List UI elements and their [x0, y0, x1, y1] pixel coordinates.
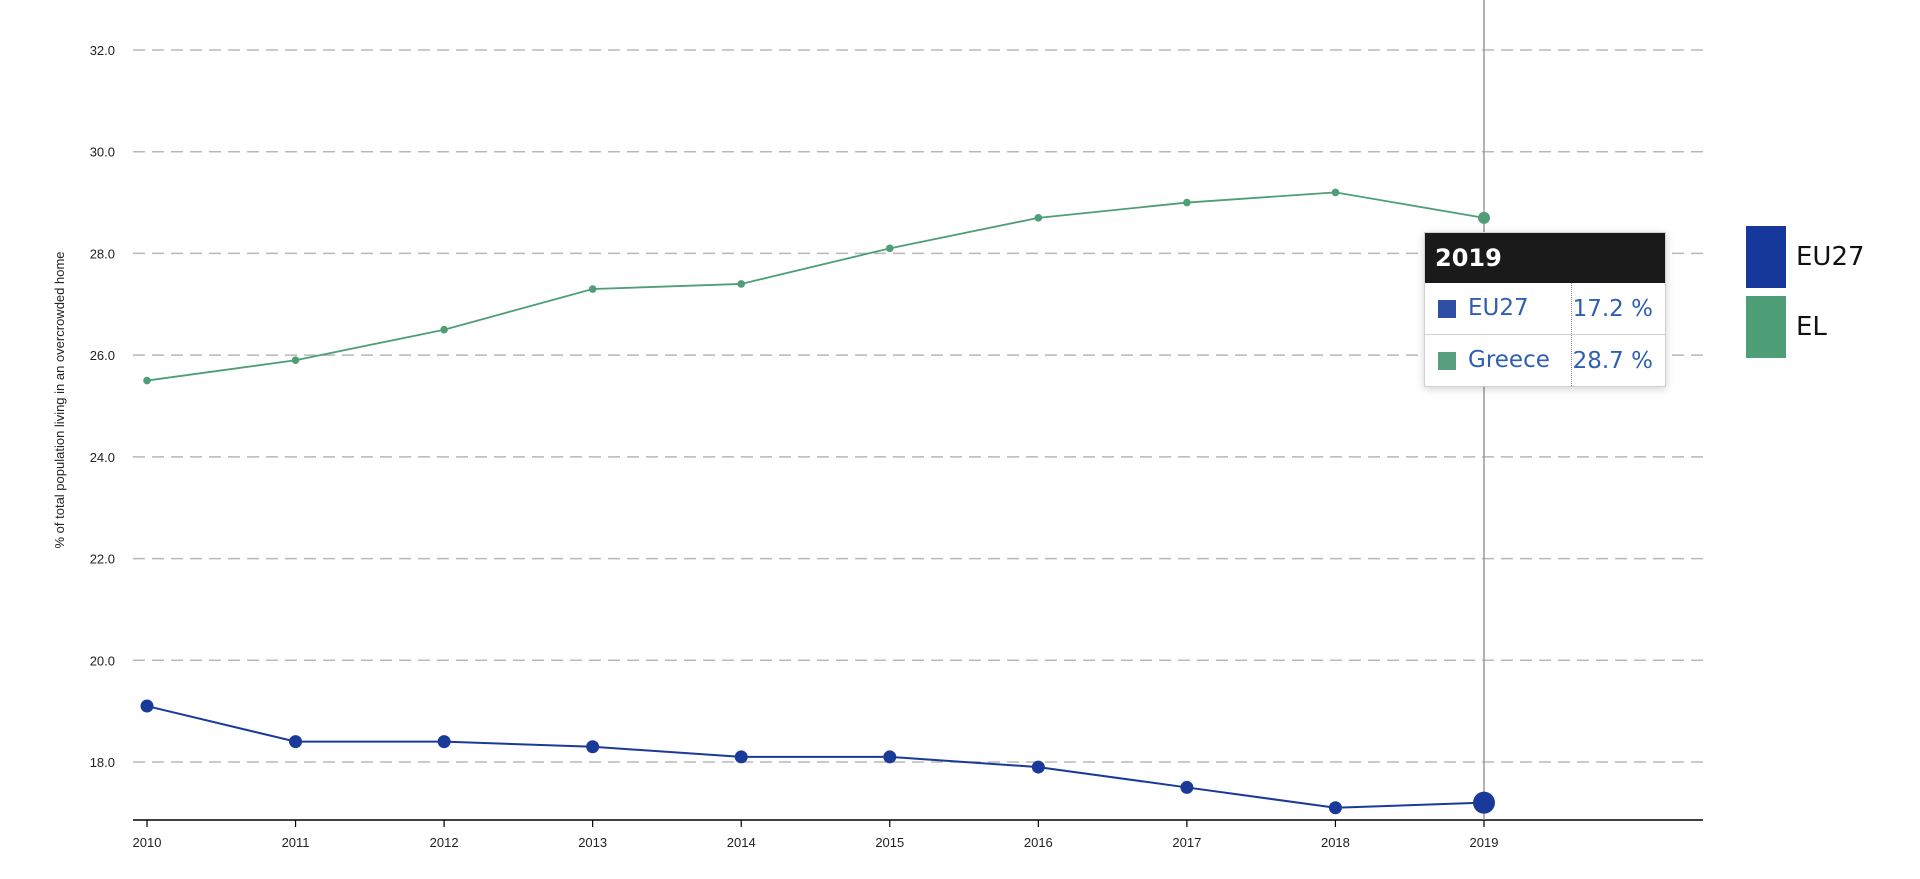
- data-point[interactable]: [1180, 780, 1194, 794]
- chart-legend: EU27 EL: [1746, 226, 1906, 366]
- eu27-swatch-icon: [1438, 299, 1456, 318]
- data-point[interactable]: [883, 750, 897, 764]
- el-legend-swatch-icon: [1746, 296, 1786, 358]
- x-tick-label: 2018: [1321, 835, 1350, 850]
- series-line: [146, 191, 1485, 382]
- data-point[interactable]: [140, 699, 154, 713]
- y-axis-label: % of total population living in an overc…: [52, 251, 67, 548]
- series-lines: [140, 188, 1495, 815]
- x-tick-labels: 2010 2011 2012 2013 2014 2015 2016 2017 2018 2019: [133, 820, 1499, 850]
- tooltip-row-greece: Greece 28.7 %: [1425, 335, 1665, 386]
- grid-lines: [133, 49, 1703, 763]
- x-tick-label: 2010: [133, 835, 162, 850]
- tooltip-series-value: 17.2 %: [1572, 295, 1653, 322]
- tooltip-series-value: 28.7 %: [1572, 347, 1653, 374]
- series-el: [143, 188, 1490, 385]
- data-point[interactable]: [1031, 760, 1045, 774]
- y-tick-label: 32.0: [90, 43, 115, 58]
- tooltip-series-name: EU27: [1468, 283, 1572, 334]
- y-tick-labels: 18.0 20.0 22.0 24.0 26.0 28.0 30.0 32.0: [90, 43, 115, 770]
- y-tick-label: 30.0: [90, 145, 115, 160]
- y-tick-label: 24.0: [90, 450, 115, 465]
- data-point[interactable]: [437, 735, 451, 749]
- data-point[interactable]: [1478, 211, 1490, 224]
- data-tooltip: 2019 EU27 17.2 % Greece 28.7 %: [1424, 232, 1666, 387]
- legend-label: EL: [1796, 312, 1827, 342]
- tooltip-header: 2019: [1425, 233, 1665, 283]
- data-point[interactable]: [588, 285, 597, 293]
- y-tick-label: 22.0: [90, 552, 115, 567]
- tooltip-series-name: Greece: [1468, 335, 1572, 386]
- data-point[interactable]: [143, 376, 151, 385]
- data-point[interactable]: [440, 325, 448, 334]
- x-tick-label: 2013: [578, 835, 607, 850]
- data-point[interactable]: [885, 244, 894, 253]
- data-point[interactable]: [1331, 188, 1340, 197]
- x-tick-label: 2014: [727, 835, 756, 850]
- data-point[interactable]: [1183, 198, 1191, 207]
- y-tick-label: 28.0: [90, 246, 115, 261]
- legend-item-el[interactable]: EL: [1746, 296, 1906, 358]
- y-tick-label: 26.0: [90, 348, 115, 363]
- x-tick-label: 2016: [1024, 835, 1053, 850]
- data-point[interactable]: [289, 735, 303, 749]
- series-eu27: [140, 699, 1495, 815]
- legend-item-eu27[interactable]: EU27: [1746, 226, 1906, 288]
- greece-swatch-icon: [1438, 351, 1456, 370]
- tooltip-row-eu27: EU27 17.2 %: [1425, 283, 1665, 335]
- data-point[interactable]: [586, 740, 600, 754]
- data-point[interactable]: [291, 356, 300, 365]
- y-tick-label: 18.0: [90, 755, 115, 770]
- eu27-legend-swatch-icon: [1746, 226, 1786, 288]
- data-point[interactable]: [1034, 214, 1043, 222]
- x-tick-label: 2017: [1172, 835, 1201, 850]
- series-line: [146, 705, 1485, 809]
- legend-label: EU27: [1796, 242, 1865, 272]
- x-tick-label: 2011: [282, 835, 310, 850]
- data-point[interactable]: [734, 750, 748, 764]
- y-tick-label: 20.0: [90, 653, 115, 668]
- data-point[interactable]: [1473, 791, 1495, 814]
- x-tick-label: 2012: [430, 835, 459, 850]
- x-tick-label: 2015: [875, 835, 904, 850]
- data-point[interactable]: [1328, 801, 1342, 815]
- x-tick-label: 2019: [1470, 835, 1499, 850]
- data-point[interactable]: [737, 280, 746, 288]
